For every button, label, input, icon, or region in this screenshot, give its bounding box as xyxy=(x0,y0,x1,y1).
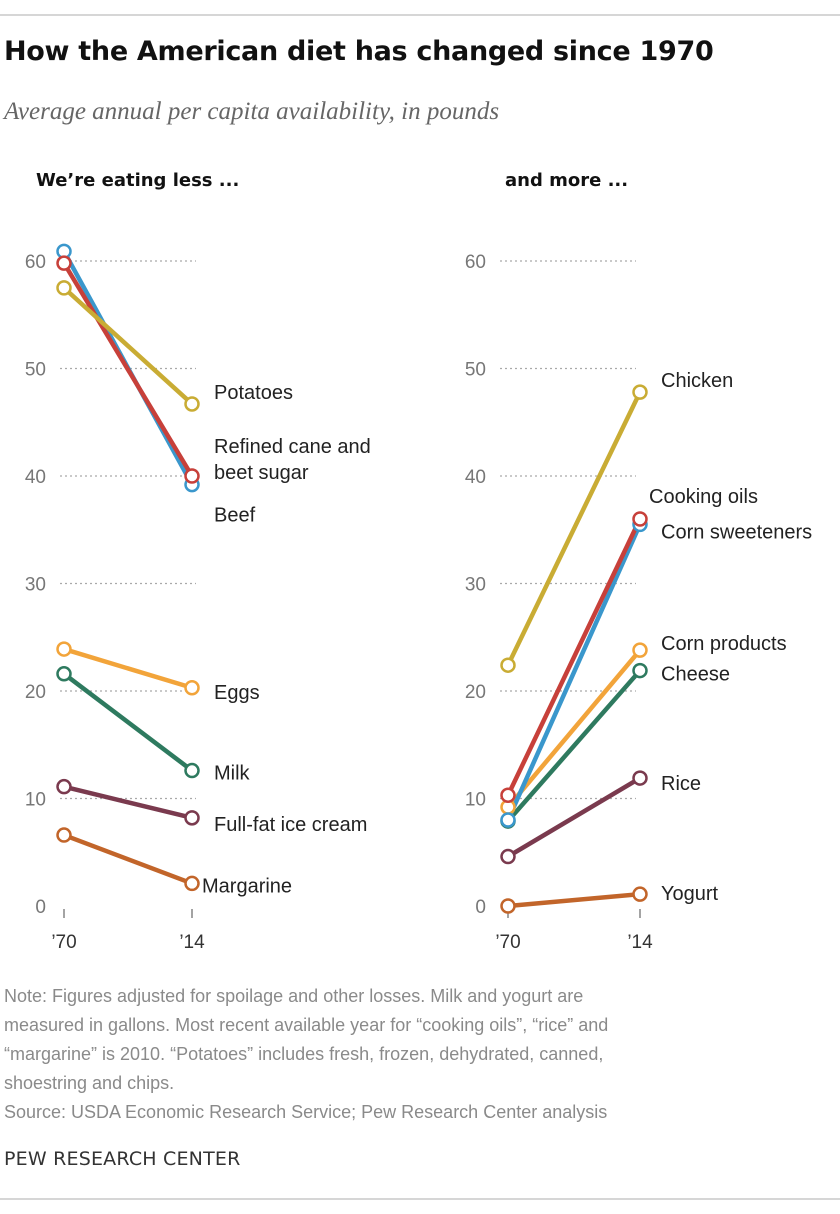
panel1-point-start-refined-cane-and-beet-sugar xyxy=(56,255,72,271)
panel2-point-start-corn-sweeteners xyxy=(500,812,516,828)
brand-label: PEW RESEARCH CENTER xyxy=(4,1148,241,1170)
panel2-label-corn-products: Corn products xyxy=(661,633,787,655)
panel1-point-end-milk xyxy=(184,762,200,779)
panel2-title: and more ... xyxy=(505,170,628,191)
panel1-y-tick-40: 40 xyxy=(25,467,46,488)
panel2-y-tick-60: 60 xyxy=(465,252,486,273)
panel1-point-end-refined-cane-and-beet-sugar xyxy=(184,468,200,484)
panel1-y-tick-0: 0 xyxy=(35,897,46,918)
panel2-y-tick-0: 0 xyxy=(475,897,486,918)
panel1-line-full-fat-ice-cream xyxy=(61,784,195,821)
panel1-y-tick-30: 30 xyxy=(25,575,46,596)
panel2-y-tick-30: 30 xyxy=(465,575,486,596)
panel1-x-label-1: ’14 xyxy=(179,932,205,953)
panel1-label-beef-line-1: Beef xyxy=(214,505,256,527)
slope-chart: We’re eating less ... 0 10 20 30 40 50 60 ’70 ’14… xyxy=(25,170,812,953)
panel2-label-chicken-line-1: Chicken xyxy=(661,370,733,392)
panel2-point-end-cheese xyxy=(632,662,648,679)
panel1-label-full-fat-ice-cream-line-1: Full-fat ice cream xyxy=(214,814,367,836)
panel1-label-milk: Milk xyxy=(214,763,251,785)
panel1-point-end-potatoes xyxy=(184,396,200,412)
bottom-rule xyxy=(0,1198,840,1200)
panel2-line-corn-sweeteners xyxy=(505,522,643,823)
panel2-label-chicken: Chicken xyxy=(661,370,733,392)
panel2-line-yogurt xyxy=(505,891,643,909)
panel2-line-corn-products xyxy=(505,647,643,810)
panel2-label-rice: Rice xyxy=(661,773,701,795)
panel1-label-refined-cane-and-beet-sugar-line-1: Refined cane and xyxy=(214,436,371,458)
panel2-y-tick-40: 40 xyxy=(465,467,486,488)
panel2-line-rice xyxy=(505,775,643,859)
notes-block: Note: Figures adjusted for spoilage and … xyxy=(4,982,824,1127)
panel1-label-margarine: Margarine xyxy=(202,875,292,897)
panel1-line-margarine xyxy=(61,832,195,886)
panel2-point-start-cooking-oils xyxy=(500,787,516,804)
panel2-label-corn-products-line-1: Corn products xyxy=(661,633,787,655)
panel1-line-potatoes xyxy=(61,285,195,407)
panel2-point-end-chicken xyxy=(632,384,648,400)
panel2-line-chicken xyxy=(505,389,643,668)
panel1-point-start-eggs xyxy=(56,641,72,657)
panel1-point-end-eggs xyxy=(184,680,200,696)
panel1-point-end-full-fat-ice-cream xyxy=(184,810,200,826)
panel1-label-refined-cane-and-beet-sugar: Refined cane and beet sugar xyxy=(214,436,371,484)
panel2-point-start-chicken xyxy=(500,657,516,673)
panel2-point-end-corn-products xyxy=(632,642,648,658)
panel2-label-cooking-oils: Cooking oils xyxy=(649,486,758,508)
panel1-y-tick-60: 60 xyxy=(25,252,46,273)
panel1-label-full-fat-ice-cream: Full-fat ice cream xyxy=(214,814,367,836)
panel1-line-eggs xyxy=(61,646,195,691)
panel1-point-end-margarine xyxy=(184,875,200,892)
panel1-line-milk xyxy=(61,671,195,773)
chart-title: How the American diet has changed since … xyxy=(4,36,714,67)
note-line-4: shoestring and chips. xyxy=(4,1073,175,1093)
panel1-label-beef: Beef xyxy=(214,505,256,527)
panel1-label-refined-cane-and-beet-sugar-line-2: beet sugar xyxy=(214,462,309,484)
panel1-y-tick-50: 50 xyxy=(25,360,46,381)
panel2-y-tick-20: 20 xyxy=(465,682,486,703)
note-line-2: measured in gallons. Most recent availab… xyxy=(4,1015,609,1035)
panel2-point-start-rice xyxy=(500,848,516,865)
panel2-label-cheese-line-1: Cheese xyxy=(661,664,730,686)
note-line-1: Note: Figures adjusted for spoilage and … xyxy=(4,986,584,1006)
panel2-label-yogurt-line-1: Yogurt xyxy=(661,883,719,905)
panel1-label-margarine-line-1: Margarine xyxy=(202,875,292,897)
panel1-title: We’re eating less ... xyxy=(36,170,239,191)
panel2-point-start-yogurt xyxy=(500,898,516,914)
panel2-label-rice-line-1: Rice xyxy=(661,773,701,795)
panel2-label-corn-sweeteners: Corn sweeteners xyxy=(661,521,812,543)
panel1-label-potatoes-line-1: Potatoes xyxy=(214,382,293,404)
panel2-x-label-1: ’14 xyxy=(627,932,653,953)
panel1-point-start-potatoes xyxy=(56,280,72,296)
panel1-point-start-full-fat-ice-cream xyxy=(56,778,72,795)
source-line: Source: USDA Economic Research Service; … xyxy=(4,1102,608,1122)
note-line-3: “margarine” is 2010. “Potatoes” includes… xyxy=(4,1044,604,1064)
panel2-line-cheese xyxy=(505,668,643,824)
panel1-label-milk-line-1: Milk xyxy=(214,763,251,785)
panel2-label-yogurt: Yogurt xyxy=(661,883,719,905)
panel2-point-end-rice xyxy=(632,770,648,786)
panel2-x-label-0: ’70 xyxy=(495,932,520,953)
panel1-label-potatoes: Potatoes xyxy=(214,382,293,404)
panel1-x-label-0: ’70 xyxy=(51,932,76,953)
panel1-label-eggs: Eggs xyxy=(214,682,260,704)
panel1-y-tick-20: 20 xyxy=(25,682,46,703)
panel2-label-cooking-oils-line-1: Cooking oils xyxy=(649,486,758,508)
panel2-point-end-yogurt xyxy=(632,886,648,902)
panel2-point-end-cooking-oils xyxy=(632,511,648,527)
panel2-y-tick-10: 10 xyxy=(465,790,486,811)
panel1-y-tick-10: 10 xyxy=(25,790,46,811)
panel2-label-cheese: Cheese xyxy=(661,664,730,686)
panel1-point-start-milk xyxy=(56,666,72,682)
panel1-point-start-margarine xyxy=(56,827,72,843)
panel2-line-cooking-oils xyxy=(505,516,643,798)
panel1-label-eggs-line-1: Eggs xyxy=(214,682,260,704)
panel2-y-tick-50: 50 xyxy=(465,360,486,381)
panel1-line-refined-cane-and-beet-sugar xyxy=(61,260,195,479)
top-rule xyxy=(0,14,840,16)
chart-subtitle: Average annual per capita availability, … xyxy=(4,98,500,125)
panel2-label-corn-sweeteners-line-1: Corn sweeteners xyxy=(661,521,812,543)
